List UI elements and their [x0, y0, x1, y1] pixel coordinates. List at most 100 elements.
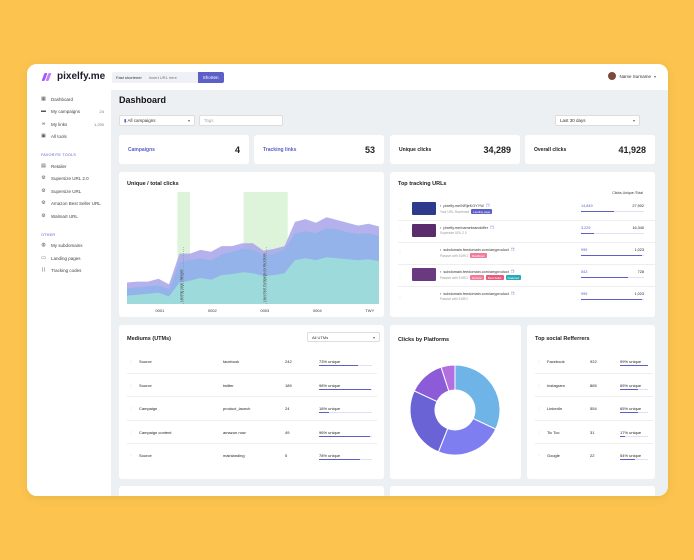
table-row[interactable]: ⋮ ▪ subdomain.feedomain.com/anyproduct ❐ Pas… [398, 244, 666, 262]
drag-handle-icon[interactable]: ⋮ [129, 359, 133, 364]
table-row[interactable]: ⋮ ▪ pixelfy.me/namebrandoffer ❐ Supersize UR… [398, 222, 666, 240]
social-title: Top social Refferrers [535, 336, 590, 342]
sidebar-item[interactable]: ▤ Retailer [27, 160, 111, 173]
sidebar-item[interactable]: ▬ My campaigns 24 [27, 106, 111, 119]
tags-input[interactable]: Tags [199, 115, 283, 126]
social-count: 865 [590, 382, 597, 388]
total-clicks: 1,023 [634, 292, 644, 296]
stat-label: Unique clicks [399, 146, 432, 153]
table-row[interactable]: ⋮ Campaign content amazon now 49 96% unique [127, 421, 377, 444]
link-icon: ∞ [41, 120, 46, 127]
sidebar-item[interactable]: ▭ Landing pages [27, 252, 111, 265]
drag-handle-icon[interactable]: ⋮ [129, 406, 133, 411]
unique-clicks: 999 [581, 248, 588, 252]
drag-handle-icon[interactable]: ⋮ [537, 453, 541, 458]
table-row[interactable]: ⋮ ▪ subdomain.feedomain.com/anyproduct ❐ Pas… [398, 288, 666, 306]
sidebar-item[interactable]: ⚙ Supersize URL 2.0 [27, 173, 111, 186]
period-select-value: Last 30 days [560, 118, 586, 123]
utm-select[interactable]: All UTMs ▾ [307, 332, 380, 342]
table-row[interactable]: ⋮ Source facebook 242 73% unique [127, 350, 377, 373]
source-label: Passive with EURO [440, 297, 468, 301]
list-item[interactable]: ⋮ LinkedIn 554 65% unique [535, 397, 653, 420]
table-row[interactable]: ⋮ Source mainlanding 5 78% unique [127, 444, 377, 467]
chevron-down-icon: ▾ [653, 73, 656, 79]
unique-progress-bar [319, 365, 372, 366]
tracking-link[interactable]: ▪ pixelfy.me/namebrandoffer ❐ [440, 225, 493, 230]
favorite-tools-heading: FAVORITE TOOLS [41, 153, 77, 157]
drag-handle-icon[interactable]: ⋮ [129, 382, 133, 388]
logo[interactable]: pixelfy.me [41, 71, 105, 82]
tracking-link[interactable]: ▪ subdomain.feedomain.com/anyproduct ❐ [440, 291, 514, 296]
sidebar-item[interactable]: ◍ My subdomains [27, 240, 111, 253]
drag-handle-icon[interactable]: ⋮ [537, 406, 541, 411]
sidebar-item[interactable]: ⚙ Supersize URL [27, 185, 111, 198]
drag-handle-icon[interactable]: ⋮ [398, 250, 402, 255]
drag-handle-icon[interactable]: ⋮ [398, 272, 402, 277]
unique-progress-bar [620, 459, 648, 460]
stat-label: Overall clicks [534, 146, 567, 153]
campaign-select-value: All campaigns [127, 118, 156, 123]
copy-icon[interactable]: ❐ [510, 292, 515, 296]
tracking-link-text: subdomain.feedomain.com/anyproduct [443, 292, 509, 296]
tracking-link[interactable]: ▪ subdomain.feedomain.com/anyproduct ❐ [440, 247, 514, 252]
code-icon: ⟨⟩ [41, 267, 46, 274]
lock-icon: ▪ [440, 204, 442, 208]
sidebar-item-label: Tracking codes [51, 268, 82, 274]
sidebar-item-label: My subdomains [51, 243, 83, 249]
drag-handle-icon[interactable]: ⋮ [537, 429, 541, 435]
social-name: Google [547, 453, 560, 458]
shortener-input[interactable] [145, 72, 198, 83]
url-thumbnail [412, 202, 436, 215]
sidebar-item[interactable]: ⚙ Walmart URL [27, 210, 111, 223]
sidebar-item[interactable]: ⚙ Amazon Best Seller URL [27, 198, 111, 211]
list-item[interactable]: ⋮ Google 22 54% unique [535, 444, 653, 467]
sidebar-item[interactable]: ▣ All tools [27, 131, 111, 144]
grid-icon: ▦ [41, 95, 46, 102]
copy-icon[interactable]: ❐ [510, 248, 515, 252]
total-clicks: 27,902 [632, 204, 644, 208]
unique-progress-bar [620, 412, 648, 413]
sidebar-item[interactable]: ⟨⟩ Tracking codes [27, 265, 111, 278]
tracking-link-text: subdomain.feedomain.com/anyproduct [443, 248, 509, 252]
x-tick-label: 0004 [313, 308, 323, 313]
table-row[interactable]: ⋮ ▪ pixelfy.me/NRjeKGYYW ❐ Your URL Shortene… [398, 200, 666, 218]
drag-handle-icon[interactable]: ⋮ [398, 228, 402, 233]
campaign-select[interactable]: ▮ All campaigns ▾ [119, 115, 195, 126]
drag-handle-icon[interactable]: ⋮ [398, 206, 402, 211]
list-item[interactable]: ⋮ Facebook 922 99% unique [535, 350, 653, 373]
drag-handle-icon[interactable]: ⋮ [398, 294, 402, 299]
social-unique-percent: 99% unique [620, 359, 642, 364]
sidebar-item-label: Supersize URL [51, 188, 82, 194]
copy-icon[interactable]: ❐ [485, 204, 490, 208]
drag-handle-icon[interactable]: ⋮ [129, 429, 133, 435]
copy-icon[interactable]: ❐ [510, 270, 515, 274]
list-item[interactable]: ⋮ Tic Toc 31 17% unique [535, 421, 653, 444]
sidebar-item[interactable]: ▦ Dashboard [27, 93, 111, 106]
row-divider [535, 443, 653, 444]
page-title: Dashboard [119, 95, 167, 105]
drag-handle-icon[interactable]: ⋮ [537, 359, 541, 364]
period-select[interactable]: Last 30 days ▾ [555, 115, 640, 126]
table-row[interactable]: ⋮ ▪ subdomain.feedomain.com/anyproduct ❐ Pas… [398, 266, 666, 284]
tracking-link-source: Passive with EURO [440, 297, 468, 301]
user-menu[interactable]: Name Surname ▾ [608, 72, 656, 80]
table-row[interactable]: ⋮ Campaign product_launch 24 18% unique [127, 397, 377, 420]
row-divider [535, 419, 653, 420]
drag-handle-icon[interactable]: ⋮ [129, 453, 133, 458]
unique-progress-bar [620, 365, 648, 366]
unique-progress-bar [620, 388, 648, 390]
bottom-card-left [119, 486, 384, 496]
clicks-chart-title: Unique / total clicks [127, 181, 179, 187]
source-label: Passive with EURO [440, 275, 468, 280]
drag-handle-icon[interactable]: ⋮ [537, 382, 541, 388]
shorten-button[interactable]: Shorten [197, 72, 224, 83]
tracking-link-text: pixelfy.me/NRjeKGYYW [443, 204, 484, 208]
table-row[interactable]: ⋮ Source twitter 189 98% unique [127, 374, 377, 397]
copy-icon[interactable]: ❐ [489, 226, 494, 230]
sidebar-item[interactable]: ∞ My links 1,290 [27, 118, 111, 131]
social-unique-percent: 65% unique [620, 382, 642, 388]
row-divider [535, 396, 653, 397]
tracking-link[interactable]: ▪ pixelfy.me/NRjeKGYYW ❐ [440, 203, 489, 208]
list-item[interactable]: ⋮ Instagram 865 65% unique [535, 374, 653, 397]
tracking-link[interactable]: ▪ subdomain.feedomain.com/anyproduct ❐ [440, 269, 514, 274]
